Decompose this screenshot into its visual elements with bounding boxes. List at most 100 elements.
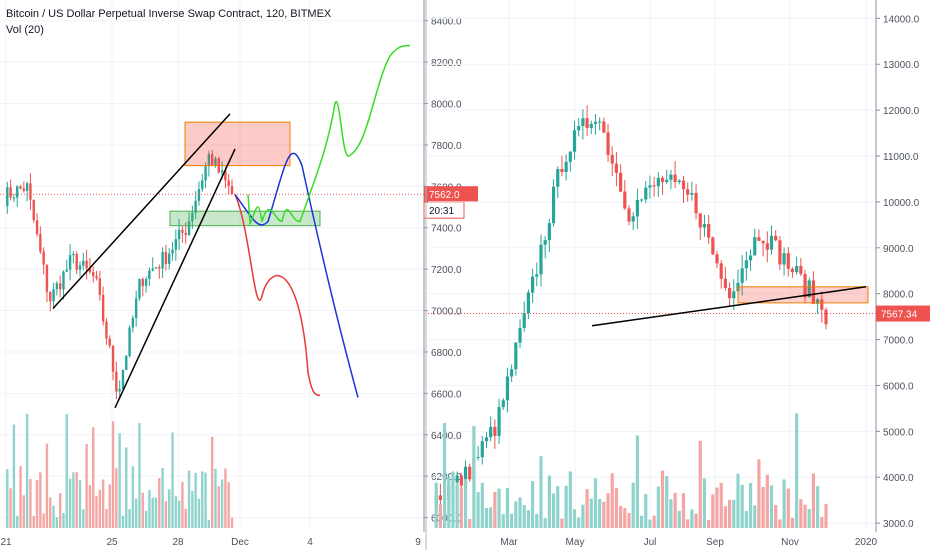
candle-body <box>62 271 65 290</box>
volume-bar <box>757 459 761 528</box>
candle-body <box>619 172 623 192</box>
volume-bar <box>610 473 614 528</box>
volume-bar <box>108 484 111 528</box>
volume-bar <box>214 468 217 528</box>
volume-bar <box>25 413 29 528</box>
volume-bar <box>434 482 438 528</box>
candle-body <box>85 260 88 269</box>
volume-bar <box>535 514 539 528</box>
last-price-tag <box>876 305 930 322</box>
volume-bar <box>118 433 121 528</box>
volume-bar <box>795 413 799 528</box>
volume-bar <box>614 487 619 528</box>
candle-body <box>88 268 92 273</box>
y-tick-label: 6000.0 <box>883 381 914 392</box>
candle-body <box>660 177 665 183</box>
volume-bar <box>171 432 174 528</box>
candle-body <box>610 154 614 164</box>
candle-body <box>543 240 547 245</box>
volume-bar <box>761 486 765 528</box>
volume-bar <box>463 478 468 528</box>
candle-body <box>698 213 702 228</box>
candle-body <box>121 369 125 389</box>
y-tick-label: 8400.0 <box>431 17 462 28</box>
candle-body <box>518 328 522 343</box>
candle-body <box>572 130 577 152</box>
volume-bar <box>29 478 32 528</box>
y-tick-label: 7000.0 <box>883 336 914 347</box>
y-tick-label: 10000.0 <box>883 198 920 209</box>
candle-body <box>577 126 581 131</box>
volume-bar <box>686 519 690 528</box>
candle-body <box>556 169 560 187</box>
volume-bar <box>740 484 744 528</box>
candle-body <box>614 163 619 173</box>
candle-body <box>807 280 811 298</box>
candle-body <box>816 299 820 304</box>
candle-body <box>673 174 677 183</box>
x-tick-label: Sep <box>706 537 724 548</box>
candle-body <box>148 270 151 279</box>
candle-body <box>753 237 757 256</box>
volume-bar <box>715 487 719 528</box>
x-tick-label: 25 <box>106 537 118 548</box>
candle-body <box>49 291 52 302</box>
candle-body <box>187 221 191 235</box>
volume-bar <box>144 510 148 528</box>
candle-body <box>648 185 652 188</box>
x-tick-label: May <box>566 537 585 548</box>
volume-bar <box>207 519 211 528</box>
candle-body <box>214 158 217 166</box>
countdown-label: 20:31 <box>429 206 454 217</box>
volume-bar <box>547 475 551 528</box>
volume-bar <box>95 495 98 528</box>
candle-body <box>497 407 501 436</box>
red-resistance-zone <box>184 121 291 167</box>
candle-body <box>459 475 463 486</box>
x-tick-label: 28 <box>172 537 184 548</box>
green-support-zone <box>169 210 321 227</box>
volume-bar <box>510 513 514 528</box>
candle-body <box>568 151 572 162</box>
candle-body <box>75 253 78 270</box>
volume-bar <box>459 487 463 528</box>
x-tick-label: Dec <box>231 537 249 548</box>
volume-bar <box>799 499 803 528</box>
volume-bar <box>501 514 505 528</box>
candle-body <box>230 186 234 194</box>
last-price-label: 7567.34 <box>881 310 918 321</box>
volume-bar <box>158 478 161 528</box>
volume-bar <box>220 479 224 528</box>
candle-body <box>128 327 131 356</box>
volume-bar <box>824 503 828 528</box>
volume-bar <box>125 447 128 528</box>
volume-bar <box>568 471 572 528</box>
candle-body <box>530 276 535 293</box>
candle-body <box>790 268 795 273</box>
candle-body <box>151 268 154 271</box>
candle-body <box>220 170 224 173</box>
volume-bar <box>619 505 623 528</box>
volume-bar <box>105 509 108 528</box>
volume-bar <box>42 513 45 528</box>
volume-bar <box>161 468 164 528</box>
volume-bar <box>484 507 489 528</box>
candle-body <box>191 212 194 222</box>
candle-body <box>686 189 690 195</box>
candle-body <box>19 186 22 189</box>
candle-body <box>72 253 75 256</box>
candle-body <box>78 265 82 270</box>
candle-body <box>32 199 35 221</box>
volume-bar <box>774 504 778 528</box>
candle-body <box>623 191 627 209</box>
volume-bar <box>39 472 42 528</box>
volume-bar <box>606 493 610 528</box>
candle-body <box>526 292 531 314</box>
x-tick-label: Mar <box>500 537 518 548</box>
green-projection-path <box>247 44 411 227</box>
y-tick-label: 13000.0 <box>883 60 920 71</box>
volume-bar <box>476 492 480 528</box>
volume-indicator-label: Vol (20) <box>6 24 44 36</box>
volume-bar <box>669 499 673 528</box>
